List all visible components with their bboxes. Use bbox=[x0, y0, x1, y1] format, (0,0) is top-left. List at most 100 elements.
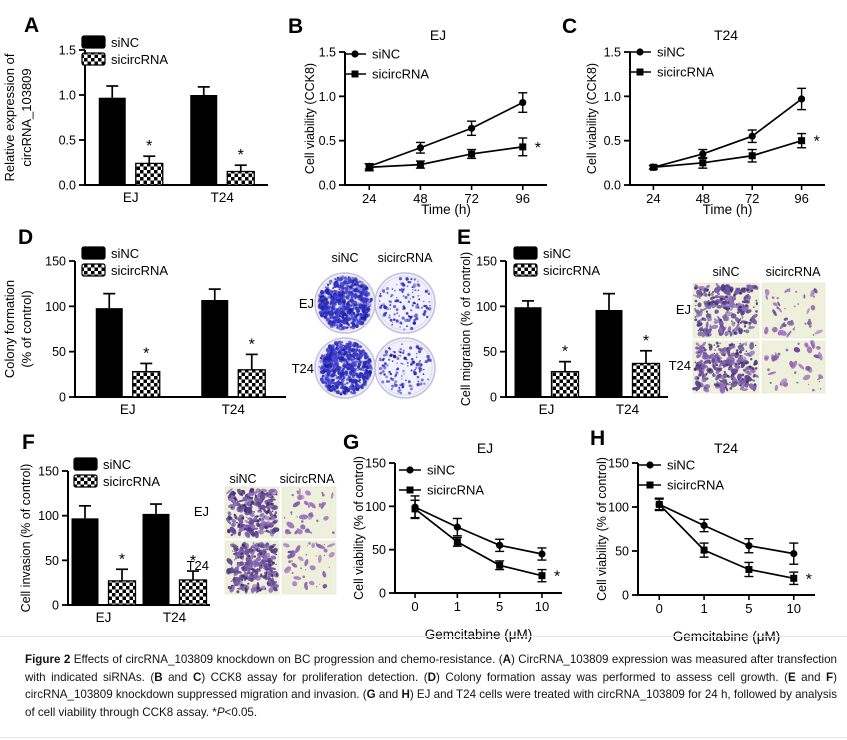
colony-dot bbox=[387, 358, 391, 361]
colony-dot bbox=[403, 373, 405, 375]
colony-dot bbox=[346, 287, 349, 290]
cell-speck bbox=[754, 344, 757, 347]
stained-cell bbox=[702, 351, 708, 359]
stained-cell bbox=[293, 576, 302, 580]
stained-cell bbox=[703, 287, 707, 293]
stained-cell bbox=[236, 570, 242, 574]
cell-speck bbox=[234, 514, 236, 516]
stained-cell bbox=[806, 308, 810, 315]
stained-cell bbox=[732, 368, 739, 373]
colony-dot bbox=[409, 309, 413, 312]
colony-dot bbox=[325, 317, 330, 322]
bar-sicircRNA-EJ bbox=[132, 370, 161, 398]
stained-cell bbox=[255, 522, 260, 527]
data-point bbox=[798, 95, 806, 103]
bar-siNC-T24 bbox=[201, 299, 229, 397]
colony-dot bbox=[411, 360, 415, 364]
colony-dot bbox=[424, 290, 427, 293]
cell-speck bbox=[234, 576, 236, 578]
cell-speck bbox=[694, 299, 698, 303]
cell-speck bbox=[265, 562, 268, 565]
stained-cell bbox=[262, 548, 267, 557]
colony-dot bbox=[407, 380, 411, 384]
y-tick-label: 100 bbox=[45, 300, 66, 314]
colony-dot bbox=[398, 288, 401, 291]
colony-dot bbox=[400, 343, 403, 346]
colony-dot bbox=[396, 357, 400, 360]
stained-cell bbox=[242, 496, 248, 502]
colony-dot bbox=[381, 380, 385, 384]
colony-dot bbox=[381, 289, 386, 293]
colony-dot bbox=[334, 278, 337, 281]
stained-cell bbox=[791, 360, 798, 369]
colony-dot bbox=[318, 303, 320, 306]
stained-cell bbox=[772, 302, 778, 307]
cell-speck bbox=[700, 367, 703, 370]
legend-label: sicircRNA bbox=[657, 65, 714, 80]
cell-speck bbox=[728, 330, 731, 333]
cell-speck bbox=[784, 307, 786, 310]
data-point bbox=[700, 546, 708, 554]
cell-speck bbox=[258, 517, 262, 521]
cell-speck bbox=[729, 381, 731, 384]
stained-cell bbox=[731, 321, 735, 327]
cell-speck bbox=[236, 548, 239, 551]
cell-speck bbox=[808, 318, 811, 322]
stained-cell bbox=[744, 381, 750, 388]
stained-cell bbox=[322, 571, 327, 578]
caption-bold-ref: A bbox=[502, 653, 511, 666]
colony-dot bbox=[399, 321, 403, 325]
cell-speck bbox=[290, 513, 293, 516]
colony-dot bbox=[392, 354, 397, 359]
stained-cell bbox=[700, 363, 709, 368]
cell-speck bbox=[260, 490, 264, 494]
colony-dot bbox=[389, 372, 393, 376]
colony-dot bbox=[333, 291, 336, 294]
cell-speck bbox=[752, 374, 756, 378]
colony-dot bbox=[331, 378, 335, 382]
colony-dot bbox=[346, 381, 349, 385]
cell-speck bbox=[755, 303, 758, 306]
cell-speck bbox=[745, 380, 749, 384]
colony-dot bbox=[418, 361, 421, 364]
cell-speck bbox=[233, 559, 236, 561]
stained-cell bbox=[226, 488, 233, 495]
caption-bold-ref: G bbox=[366, 688, 376, 702]
colony-dot bbox=[322, 356, 325, 359]
colony-dot bbox=[369, 297, 373, 302]
colony-dot bbox=[340, 289, 343, 293]
cell-speck bbox=[765, 289, 767, 292]
category-label: EJ bbox=[123, 190, 139, 205]
legend-marker-square bbox=[351, 70, 359, 78]
colony-dot bbox=[354, 379, 359, 383]
cell-speck bbox=[788, 290, 791, 292]
stained-cell bbox=[267, 573, 273, 578]
colony-dot bbox=[345, 326, 349, 330]
bar-siNC-EJ bbox=[98, 97, 126, 185]
stained-cell bbox=[730, 313, 737, 319]
stained-cell bbox=[711, 358, 716, 363]
legend-swatch-sicircRNA bbox=[513, 263, 538, 277]
image-row-label: EJ bbox=[299, 296, 314, 311]
stained-cell bbox=[250, 554, 254, 561]
panel-letter-F: F bbox=[22, 431, 35, 454]
cell-speck bbox=[743, 287, 747, 290]
colony-dot bbox=[367, 370, 372, 374]
stained-cell bbox=[700, 341, 707, 348]
colony-dot bbox=[426, 354, 430, 359]
colony-dot bbox=[327, 369, 332, 374]
colony-dot bbox=[339, 351, 343, 356]
stained-cell bbox=[304, 559, 309, 567]
colony-dot bbox=[391, 321, 394, 324]
cell-speck bbox=[232, 550, 234, 552]
colony-dot bbox=[402, 351, 405, 355]
stained-cell bbox=[297, 494, 303, 501]
x-tick-label: 10 bbox=[787, 601, 801, 616]
cell-speck bbox=[707, 301, 710, 304]
colony-dot bbox=[347, 297, 349, 300]
colony-dot bbox=[413, 318, 416, 322]
colony-dot bbox=[392, 350, 394, 353]
cell-speck bbox=[705, 373, 708, 375]
panel-letter-G: G bbox=[343, 431, 359, 454]
stained-cell bbox=[253, 559, 259, 566]
